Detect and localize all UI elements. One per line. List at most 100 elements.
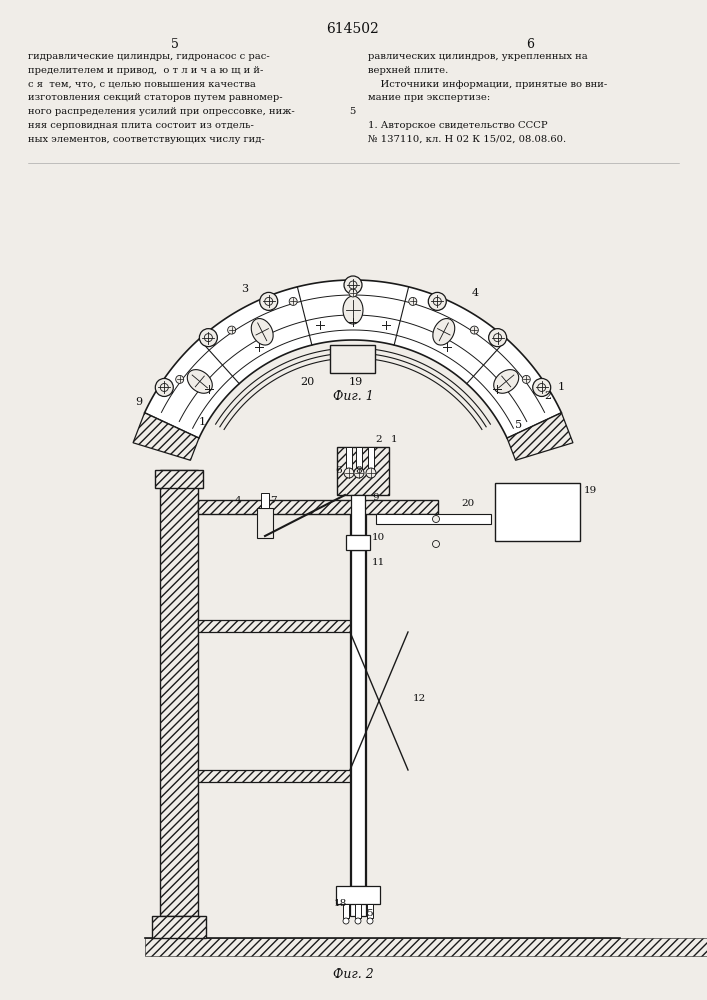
- Text: пределителем и привод,  о т л и ч а ю щ и й-: пределителем и привод, о т л и ч а ю щ и…: [28, 66, 264, 75]
- Text: 20: 20: [461, 499, 474, 508]
- Text: гидравлические цилиндры, гидронасос с рас-: гидравлические цилиндры, гидронасос с ра…: [28, 52, 270, 61]
- Text: мание при экспертизе:: мание при экспертизе:: [368, 93, 490, 102]
- Text: 12: 12: [413, 694, 426, 703]
- Bar: [337, 447, 389, 495]
- Text: 5: 5: [349, 107, 356, 116]
- Text: 7: 7: [270, 496, 276, 505]
- Bar: [367, 904, 373, 918]
- Text: равлических цилиндров, укрепленных на: равлических цилиндров, укрепленных на: [368, 52, 588, 61]
- Text: 4: 4: [235, 496, 242, 505]
- Circle shape: [522, 375, 530, 383]
- Circle shape: [204, 334, 212, 342]
- Text: 8: 8: [355, 466, 361, 475]
- Text: 5: 5: [171, 38, 179, 51]
- Text: № 137110, кл. Н 02 К 15/02, 08.08.60.: № 137110, кл. Н 02 К 15/02, 08.08.60.: [368, 135, 566, 144]
- Text: 5: 5: [515, 420, 522, 430]
- Text: 1: 1: [557, 382, 564, 392]
- Bar: [368, 447, 374, 470]
- Circle shape: [156, 378, 173, 396]
- Text: ных элементов, соответствующих числу гид-: ных элементов, соответствующих числу гид…: [28, 135, 264, 144]
- Bar: [350, 514, 366, 916]
- Text: верхней плите.: верхней плите.: [368, 66, 448, 75]
- Circle shape: [367, 918, 373, 924]
- Text: 10: 10: [372, 533, 385, 542]
- Text: 19: 19: [584, 486, 597, 495]
- Bar: [355, 904, 361, 918]
- Bar: [160, 470, 198, 916]
- Circle shape: [344, 468, 354, 478]
- Text: 9: 9: [372, 493, 379, 502]
- Circle shape: [176, 375, 184, 383]
- Text: 18: 18: [334, 899, 347, 908]
- Text: 19: 19: [349, 377, 363, 387]
- Text: 4: 4: [472, 288, 479, 298]
- Ellipse shape: [433, 319, 455, 345]
- Text: изготовления секций статоров путем равномер-: изготовления секций статоров путем равно…: [28, 93, 283, 102]
- Bar: [343, 904, 349, 918]
- Bar: [152, 916, 206, 938]
- Circle shape: [493, 334, 502, 342]
- Bar: [336, 886, 380, 904]
- Circle shape: [160, 383, 168, 391]
- Circle shape: [344, 276, 362, 294]
- Bar: [198, 770, 350, 782]
- Bar: [155, 470, 203, 488]
- Text: 6: 6: [526, 38, 534, 51]
- Circle shape: [289, 297, 297, 305]
- Polygon shape: [507, 413, 573, 460]
- Circle shape: [354, 468, 364, 478]
- Text: 9: 9: [136, 397, 143, 407]
- Circle shape: [349, 281, 357, 289]
- Bar: [257, 508, 273, 538]
- Circle shape: [532, 378, 551, 396]
- Circle shape: [470, 326, 479, 334]
- Circle shape: [355, 918, 361, 924]
- Text: 6: 6: [335, 466, 341, 475]
- Bar: [346, 535, 370, 550]
- Circle shape: [538, 383, 546, 391]
- Circle shape: [199, 329, 217, 347]
- Circle shape: [428, 292, 446, 310]
- Ellipse shape: [187, 370, 212, 393]
- Polygon shape: [133, 413, 199, 460]
- Text: ного распределения усилий при опрессовке, ниж-: ного распределения усилий при опрессовке…: [28, 107, 295, 116]
- Bar: [198, 620, 350, 632]
- Circle shape: [433, 297, 441, 305]
- Circle shape: [409, 297, 417, 305]
- Bar: [330, 345, 375, 373]
- Text: 5: 5: [366, 909, 373, 918]
- Polygon shape: [144, 280, 561, 438]
- Bar: [346, 447, 352, 470]
- Circle shape: [343, 918, 349, 924]
- Text: няя серповидная плита состоит из отдель-: няя серповидная плита состоит из отдель-: [28, 121, 254, 130]
- Bar: [356, 447, 362, 470]
- Circle shape: [264, 297, 273, 305]
- Text: 2: 2: [375, 435, 382, 444]
- Text: 11: 11: [372, 558, 385, 567]
- Bar: [376, 514, 491, 524]
- Text: с я  тем, что, с целью повышения качества: с я тем, что, с целью повышения качества: [28, 80, 256, 89]
- Text: 3: 3: [241, 284, 248, 294]
- Bar: [351, 495, 365, 535]
- Text: 1: 1: [391, 435, 397, 444]
- Text: 20: 20: [300, 377, 315, 387]
- Text: Фиг. 1: Фиг. 1: [332, 390, 373, 403]
- Circle shape: [433, 516, 440, 522]
- Text: Фиг. 2: Фиг. 2: [332, 968, 373, 981]
- Circle shape: [489, 329, 507, 347]
- Bar: [198, 500, 438, 514]
- Circle shape: [366, 468, 376, 478]
- Ellipse shape: [343, 296, 363, 324]
- Ellipse shape: [493, 370, 519, 393]
- Ellipse shape: [251, 319, 273, 345]
- Text: Источники информации, принятые во вни-: Источники информации, принятые во вни-: [368, 80, 607, 89]
- Text: 1: 1: [199, 417, 206, 427]
- Bar: [145, 938, 707, 956]
- Text: 614502: 614502: [327, 22, 380, 36]
- Circle shape: [433, 540, 440, 548]
- Bar: [351, 550, 365, 886]
- Circle shape: [349, 289, 357, 297]
- Text: 1. Авторское свидетельство СССР: 1. Авторское свидетельство СССР: [368, 121, 548, 130]
- Text: 2: 2: [544, 391, 551, 401]
- Bar: [261, 493, 269, 508]
